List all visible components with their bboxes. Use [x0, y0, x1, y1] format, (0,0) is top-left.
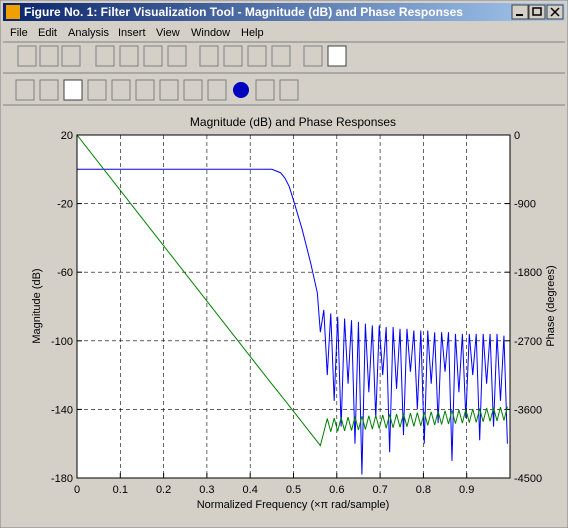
- window-title: Figure No. 1: Filter Visualization Tool …: [24, 5, 463, 19]
- coefficients-button[interactable]: [207, 79, 227, 101]
- toolbar-1: [17, 45, 347, 67]
- chart-title: Magnitude (dB) and Phase Responses: [190, 115, 396, 129]
- menu-item[interactable]: Window: [191, 27, 230, 39]
- line-button[interactable]: [167, 45, 187, 67]
- legend-button[interactable]: [303, 45, 323, 67]
- zoom-in-button[interactable]: [199, 45, 219, 67]
- group-delay-button[interactable]: [87, 79, 107, 101]
- y-tick-label: -60: [57, 267, 73, 279]
- y2-tick-label: -4500: [514, 473, 542, 485]
- x-tick-label: 0.4: [243, 484, 258, 496]
- y2-tick-label: -900: [514, 199, 536, 211]
- info-button[interactable]: [233, 82, 249, 98]
- x-axis-label: Normalized Frequency (×π rad/sample): [197, 499, 390, 511]
- sampling-button[interactable]: [279, 79, 299, 101]
- y2-tick-label: -1800: [514, 267, 542, 279]
- window-buttons[interactable]: [511, 4, 564, 20]
- y2-axis-label: Phase (degrees): [545, 265, 557, 346]
- y2-tick-label: -2700: [514, 336, 542, 348]
- maximize-button[interactable]: [528, 4, 546, 20]
- y-tick-label: -100: [51, 336, 73, 348]
- app-icon: [6, 5, 20, 19]
- new-button[interactable]: [17, 45, 37, 67]
- toolbar-2: [15, 79, 299, 101]
- menu-item[interactable]: Insert: [118, 27, 146, 39]
- x-tick-label: 0.5: [286, 484, 301, 496]
- minimize-button[interactable]: [511, 4, 529, 20]
- y-axis-label: Magnitude (dB): [31, 268, 43, 343]
- menu-item[interactable]: View: [156, 27, 180, 39]
- select-button[interactable]: [95, 45, 115, 67]
- y-tick-label: -20: [57, 199, 73, 211]
- menu-bar: File Edit Analysis Insert View Window Help: [10, 27, 264, 39]
- arrow-button[interactable]: [143, 45, 163, 67]
- y2-tick-label: 0: [514, 130, 520, 142]
- x-tick-label: 0.3: [199, 484, 214, 496]
- mag-phase-button[interactable]: [63, 79, 83, 101]
- menu-item[interactable]: File: [10, 27, 28, 39]
- text-button[interactable]: [119, 45, 139, 67]
- pole-zero-button[interactable]: [183, 79, 203, 101]
- phase-delay-button[interactable]: [111, 79, 131, 101]
- step-button[interactable]: [159, 79, 179, 101]
- x-tick-label: 0.2: [156, 484, 171, 496]
- open-button[interactable]: [39, 45, 59, 67]
- full-view-button[interactable]: [271, 45, 291, 67]
- menu-item[interactable]: Help: [241, 27, 264, 39]
- magnitude-button[interactable]: [15, 79, 35, 101]
- x-tick-label: 0.9: [459, 484, 474, 496]
- y-tick-label: -140: [51, 404, 73, 416]
- zoom-x-button[interactable]: [247, 45, 267, 67]
- zoom-out-button[interactable]: [223, 45, 243, 67]
- y-tick-label: -180: [51, 473, 73, 485]
- x-tick-label: 0.1: [113, 484, 128, 496]
- series-line: [77, 135, 508, 447]
- menu-item[interactable]: Analysis: [68, 27, 109, 39]
- impulse-button[interactable]: [135, 79, 155, 101]
- mask-button[interactable]: [255, 79, 275, 101]
- y-tick-label: 20: [61, 130, 73, 142]
- series-line: [77, 168, 508, 475]
- x-tick-label: 0.7: [372, 484, 387, 496]
- y2-tick-label: -3600: [514, 404, 542, 416]
- menu-item[interactable]: Edit: [38, 27, 57, 39]
- x-tick-label: 0: [74, 484, 80, 496]
- title-bar: [3, 3, 565, 21]
- axes-box: [76, 134, 511, 479]
- grid-button[interactable]: [327, 45, 347, 67]
- x-tick-label: 0.8: [416, 484, 431, 496]
- x-tick-label: 0.6: [329, 484, 344, 496]
- phase-button[interactable]: [39, 79, 59, 101]
- print-button[interactable]: [61, 45, 81, 67]
